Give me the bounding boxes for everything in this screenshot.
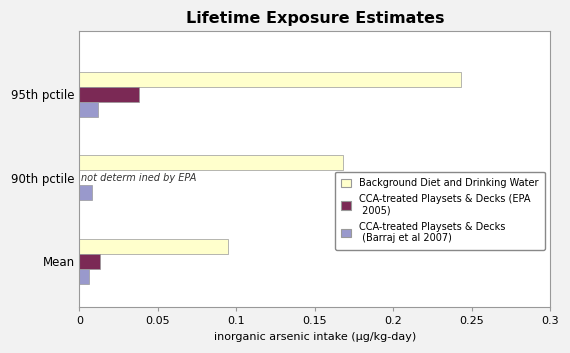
Bar (79, 185, 92, 200)
Bar (79, 254, 100, 269)
Bar (79, 102, 98, 117)
Bar (79, 269, 89, 284)
X-axis label: inorganic arsenic intake (μg/kg-day): inorganic arsenic intake (μg/kg-day) (214, 332, 416, 342)
Title: Lifetime Exposure Estimates: Lifetime Exposure Estimates (185, 11, 444, 26)
Text: not determ ined by EPA: not determ ined by EPA (81, 173, 197, 183)
Bar (79, 155, 343, 170)
Legend: Background Diet and Drinking Water, CCA-treated Playsets & Decks (EPA
 2005), CC: Background Diet and Drinking Water, CCA-… (335, 172, 545, 250)
Bar (79, 86, 139, 102)
Bar (79, 72, 461, 86)
Bar (79, 239, 229, 254)
